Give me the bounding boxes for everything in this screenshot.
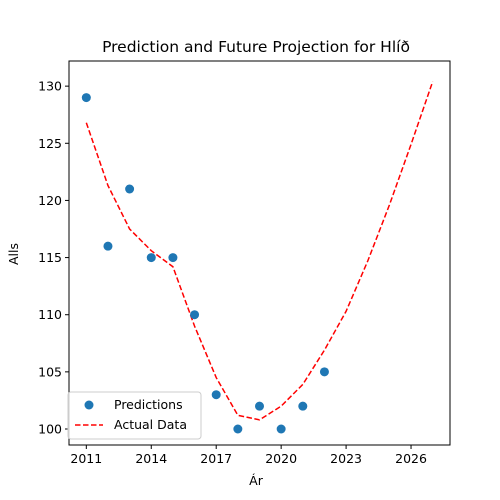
x-tick-label-2026: 2026 [395, 451, 427, 466]
y-axis-label: Alls [6, 243, 21, 265]
y-tick-label-125: 125 [38, 136, 62, 151]
prediction-point-2013 [125, 184, 135, 194]
prediction-point-2018 [233, 424, 243, 434]
prediction-point-2022 [319, 367, 329, 377]
prediction-point-2020 [276, 424, 286, 434]
x-tick-label-2014: 2014 [135, 451, 167, 466]
prediction-point-2011 [81, 93, 91, 103]
legend-actual-data-label: Actual Data [114, 417, 187, 432]
chart-title: Prediction and Future Projection for Hlí… [102, 38, 410, 56]
y-tick-label-100: 100 [38, 422, 62, 437]
prediction-point-2021 [298, 401, 308, 411]
y-tick-label-105: 105 [38, 364, 62, 379]
x-tick-label-2023: 2023 [330, 451, 362, 466]
plot-area: 2011 2014 2017 2020 2023 2026 100 105 110 115 120 1… [38, 60, 451, 466]
prediction-point-2017 [211, 390, 221, 400]
legend-frame [67, 391, 202, 440]
prediction-point-2016 [190, 310, 200, 320]
x-tick-label-2020: 2020 [265, 451, 297, 466]
x-tick-label-2017: 2017 [200, 451, 232, 466]
prediction-point-2014 [146, 253, 156, 263]
y-tick-label-110: 110 [38, 307, 62, 322]
y-tick-label-120: 120 [38, 193, 62, 208]
prediction-point-2019 [255, 401, 264, 411]
y-tick-label-130: 130 [38, 79, 62, 94]
legend-predictions-marker [84, 400, 94, 410]
axes-frame [68, 60, 451, 446]
y-tick-label-115: 115 [38, 250, 62, 265]
legend-predictions-label: Predictions [114, 397, 183, 412]
x-tick-label-2011: 2011 [70, 451, 102, 466]
prediction-point-2015 [168, 253, 178, 263]
legend: Predictions Actual Data [67, 391, 202, 440]
prediction-point-2012 [103, 241, 113, 251]
x-axis-label: Ár [249, 473, 264, 488]
series-line-actual-data [85, 81, 434, 421]
